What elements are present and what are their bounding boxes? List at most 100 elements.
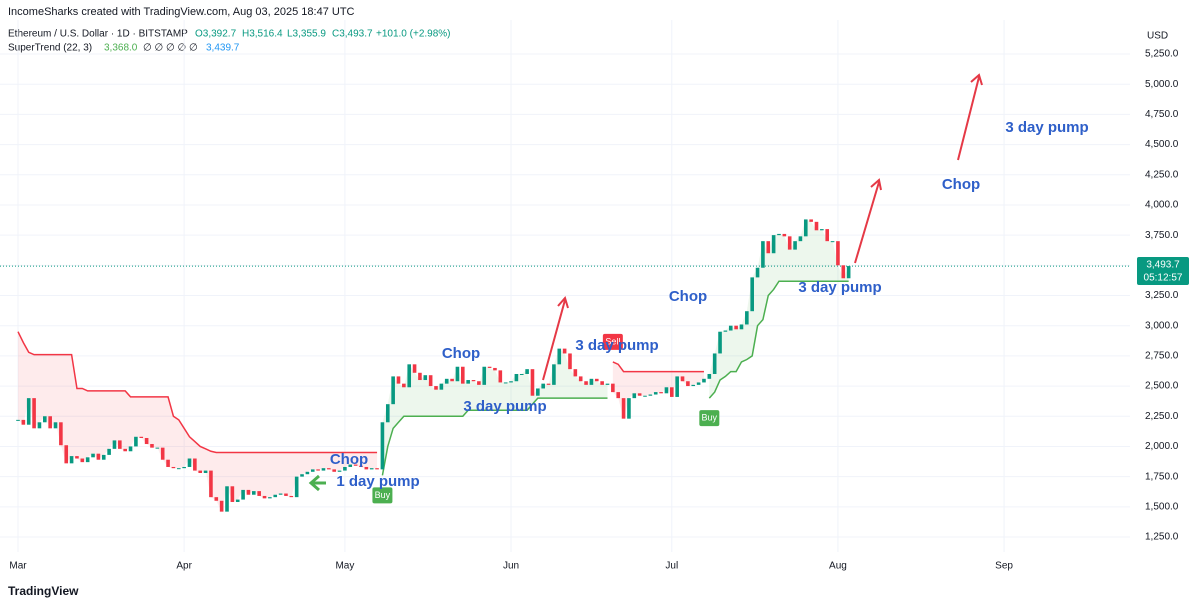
x-tick-label: Jul bbox=[665, 561, 678, 572]
y-tick-label: 1,250.0 bbox=[1145, 532, 1179, 543]
candle bbox=[278, 493, 283, 495]
candle bbox=[444, 378, 449, 384]
candle bbox=[836, 241, 840, 266]
candle bbox=[53, 422, 58, 429]
candle bbox=[418, 372, 422, 381]
candle bbox=[423, 375, 428, 381]
candle bbox=[525, 369, 529, 374]
candle bbox=[830, 241, 835, 243]
candle bbox=[144, 437, 149, 445]
y-tick-label: 5,250.0 bbox=[1145, 49, 1179, 60]
candle bbox=[723, 330, 728, 332]
candle bbox=[648, 394, 653, 396]
candle bbox=[134, 436, 138, 447]
candle bbox=[503, 382, 508, 384]
plot: Buy Sell Buy bbox=[0, 20, 1130, 552]
arrows bbox=[542, 73, 983, 381]
candle bbox=[450, 378, 454, 382]
candle bbox=[745, 311, 749, 325]
candle bbox=[712, 353, 717, 374]
candle bbox=[203, 470, 208, 474]
candle bbox=[21, 419, 26, 425]
candle bbox=[611, 383, 615, 393]
candle bbox=[80, 458, 85, 463]
countdown: 05:12:57 bbox=[1144, 273, 1183, 284]
y-tick-label: 3,250.0 bbox=[1145, 290, 1179, 301]
candle bbox=[316, 469, 320, 471]
candle bbox=[385, 404, 390, 423]
candle bbox=[225, 486, 229, 512]
candle bbox=[284, 493, 288, 496]
candle bbox=[348, 464, 353, 467]
candle bbox=[471, 380, 476, 382]
indicator-blanks: ∅ ∅ ∅ ∅ ∅ bbox=[143, 43, 198, 54]
logo: TradingView bbox=[8, 584, 79, 598]
annotation: 3 day pump bbox=[575, 337, 658, 354]
supertrend-line bbox=[708, 280, 849, 399]
candle bbox=[846, 266, 851, 279]
candle bbox=[519, 373, 524, 375]
candle bbox=[557, 348, 562, 365]
candle bbox=[101, 454, 106, 460]
x-tick-label: Mar bbox=[9, 561, 27, 572]
candle bbox=[718, 331, 722, 354]
candle bbox=[686, 381, 690, 387]
y-tick-label: 2,500.0 bbox=[1145, 381, 1179, 392]
indicator-value: 3,368.0 bbox=[104, 43, 138, 54]
candle bbox=[664, 387, 669, 394]
candle bbox=[321, 468, 326, 471]
candle bbox=[396, 376, 401, 384]
candle bbox=[659, 392, 663, 394]
candle bbox=[777, 233, 781, 236]
candle bbox=[75, 456, 79, 459]
currency: USD bbox=[1147, 31, 1168, 42]
candle bbox=[268, 497, 272, 499]
x-tick-label: Aug bbox=[829, 561, 847, 572]
candle bbox=[139, 436, 144, 438]
candle bbox=[514, 373, 519, 382]
candle bbox=[48, 416, 52, 429]
x-tick-label: May bbox=[335, 561, 354, 572]
candle bbox=[123, 448, 127, 452]
candle bbox=[150, 444, 154, 448]
annotation: 3 day pump bbox=[1005, 119, 1088, 136]
candle bbox=[289, 495, 294, 498]
candle bbox=[96, 453, 101, 460]
y-tick-label: 4,750.0 bbox=[1145, 109, 1179, 120]
candle bbox=[434, 386, 438, 390]
candle bbox=[375, 468, 379, 470]
candle bbox=[412, 364, 417, 373]
candle bbox=[787, 236, 792, 250]
y-tick-label: 2,750.0 bbox=[1145, 351, 1179, 362]
ohlc-low: L3,355.9 bbox=[287, 29, 326, 40]
candle bbox=[573, 369, 578, 377]
candle bbox=[273, 494, 278, 498]
candle bbox=[643, 395, 647, 397]
signal-badge bbox=[372, 487, 393, 504]
annotation: Chop bbox=[669, 288, 707, 305]
candle bbox=[402, 383, 406, 388]
candle bbox=[755, 267, 760, 278]
candle bbox=[546, 383, 551, 385]
candle bbox=[820, 229, 824, 231]
x-tick-label: Jun bbox=[503, 561, 519, 572]
candle bbox=[332, 469, 336, 472]
candle bbox=[171, 466, 176, 469]
candle bbox=[160, 447, 165, 460]
candle bbox=[112, 440, 117, 449]
supertrend-line bbox=[612, 361, 704, 373]
candle bbox=[230, 486, 235, 502]
candle bbox=[498, 370, 503, 383]
annotation: 3 day pump bbox=[463, 398, 546, 415]
x-tick-label: Sep bbox=[995, 561, 1013, 572]
candle bbox=[809, 219, 813, 222]
candle bbox=[176, 468, 181, 470]
candle bbox=[680, 376, 685, 382]
candle bbox=[246, 489, 251, 495]
candle bbox=[252, 491, 256, 495]
annotation: 3 day pump bbox=[798, 279, 881, 296]
candle bbox=[600, 381, 604, 385]
signal-label: Sell bbox=[605, 336, 620, 346]
candle bbox=[584, 381, 588, 385]
